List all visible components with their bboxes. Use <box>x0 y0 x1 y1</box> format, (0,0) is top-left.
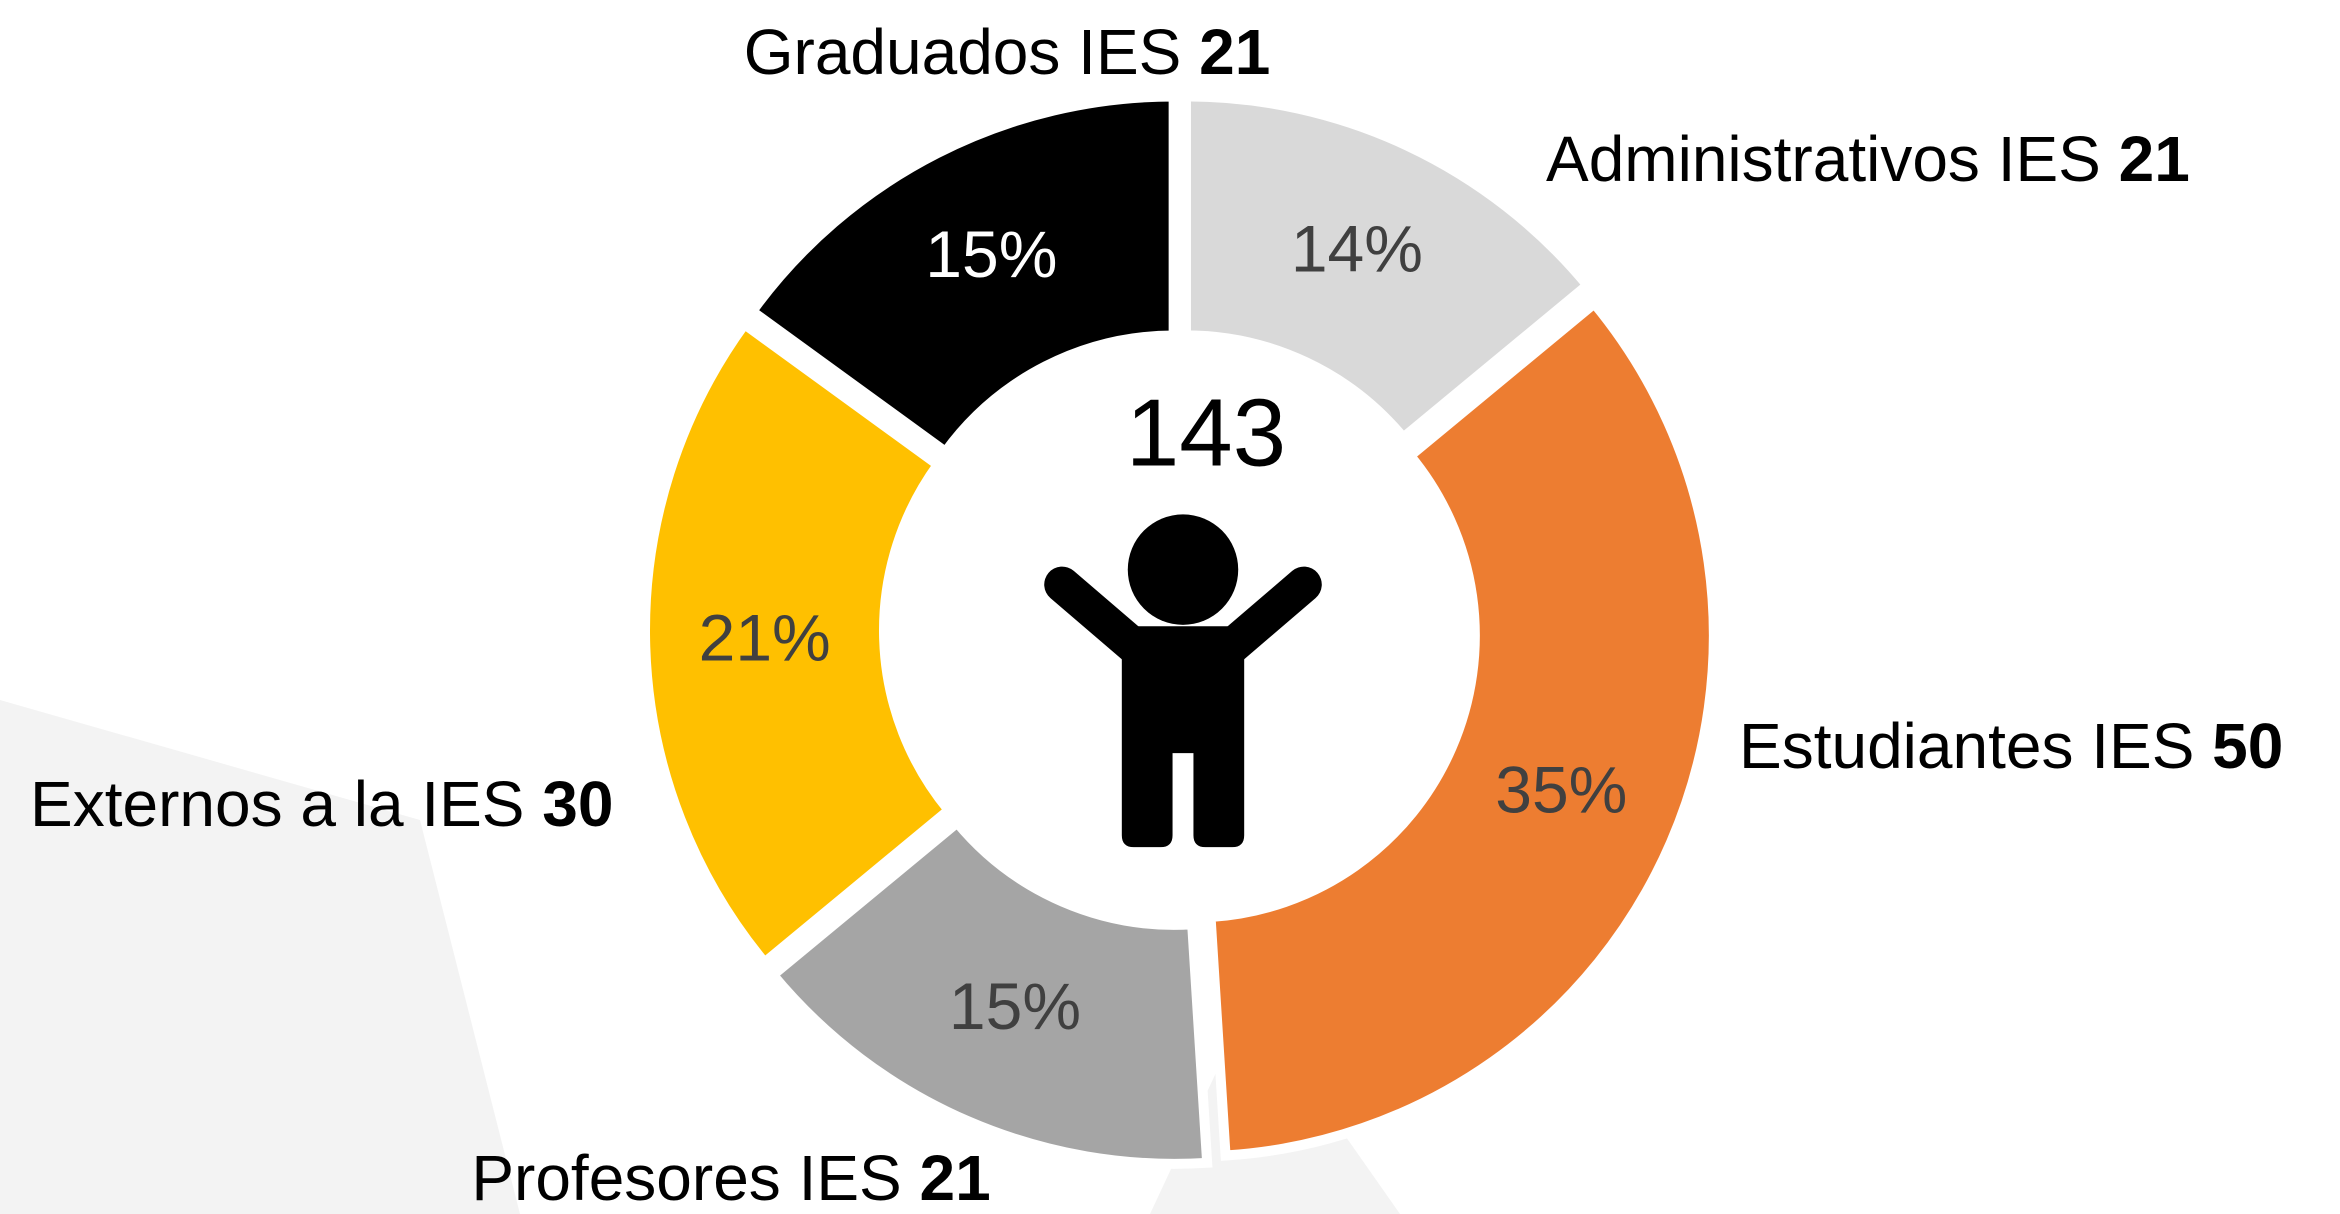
category-count: 21 <box>2119 123 2190 195</box>
category-name: Administrativos IES <box>1546 123 2101 195</box>
category-label: Graduados IES 21 <box>744 16 1271 88</box>
category-name: Estudiantes IES <box>1739 710 2194 782</box>
donut-slice <box>745 91 1179 459</box>
category-name: Graduados IES <box>744 16 1182 88</box>
donut-slice <box>765 815 1213 1169</box>
category-count: 30 <box>542 768 613 840</box>
value-label: 35% <box>1495 752 1627 826</box>
donut-slice <box>1180 91 1595 445</box>
category-name: Externos a la IES <box>30 768 524 840</box>
value-label: 21% <box>699 600 831 674</box>
value-label: 15% <box>925 217 1057 291</box>
category-count: 21 <box>920 1142 991 1214</box>
person-icon <box>1044 514 1322 848</box>
category-label: Estudiantes IES 50 <box>1739 710 2283 782</box>
total-label: 143 <box>1126 379 1286 486</box>
category-name: Profesores IES <box>471 1142 901 1214</box>
category-label: Externos a la IES 30 <box>30 768 613 840</box>
category-count: 50 <box>2212 710 2283 782</box>
category-label: Administrativos IES 21 <box>1546 123 2190 195</box>
donut-slice <box>1205 296 1719 1161</box>
category-label: Profesores IES 21 <box>471 1142 990 1214</box>
value-label: 15% <box>949 969 1081 1043</box>
value-label: 14% <box>1291 211 1423 285</box>
category-count: 21 <box>1199 16 1270 88</box>
donut-slice <box>640 317 956 970</box>
donut <box>640 91 1719 1169</box>
